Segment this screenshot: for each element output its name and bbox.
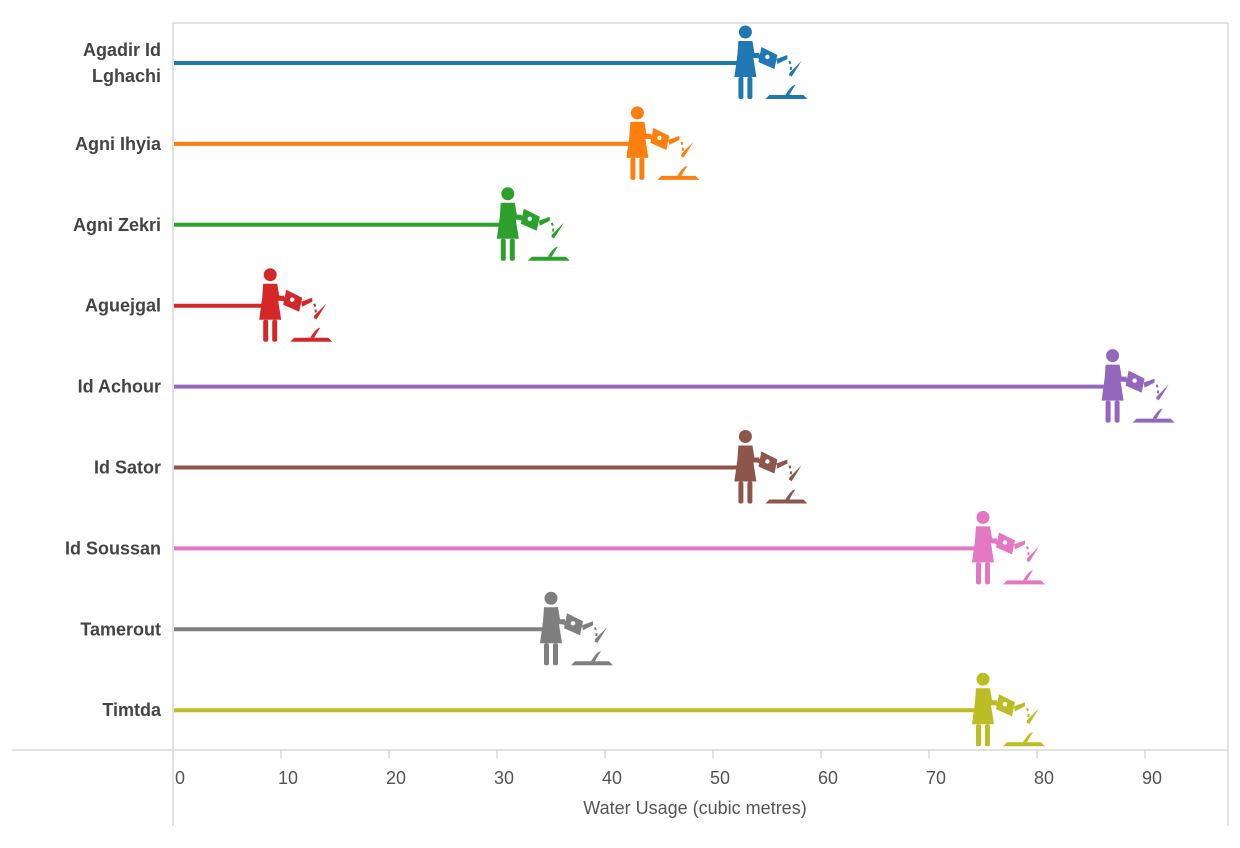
lollipop-lines	[174, 61, 1113, 713]
category-label: Agadir Id Lghachi	[83, 40, 161, 86]
x-tick-label: 90	[1142, 768, 1162, 788]
person-watering-plant-icon	[972, 510, 1045, 585]
person-watering-plant-icon	[1101, 349, 1175, 423]
category-label: Aguejgal	[85, 296, 161, 316]
pictogram-markers	[259, 25, 1175, 747]
person-watering-plant-icon	[259, 268, 333, 342]
person-watering-plant-icon	[734, 430, 808, 504]
category-label: Agni Zekri	[73, 215, 161, 235]
person-watering-plant-icon	[540, 591, 613, 666]
category-labels: Agadir Id Lghachi Agni Ihyia Agni Zekri Ague…	[65, 40, 162, 720]
x-tick-label: 70	[926, 768, 946, 788]
x-tick-label: 50	[710, 768, 730, 788]
person-watering-plant-icon	[972, 672, 1045, 747]
x-tick-label: 80	[1034, 768, 1054, 788]
category-label: Timtda	[102, 700, 162, 720]
category-label: Agni Ihyia	[75, 134, 162, 154]
x-tick-label: 30	[494, 768, 514, 788]
category-label: Id Soussan	[65, 538, 161, 558]
x-tick-label: 40	[602, 768, 622, 788]
x-tick-label: 20	[386, 768, 406, 788]
x-axis-ticks: 0 10 20 30 40 50 60 70 80 90	[172, 750, 1162, 788]
person-watering-plant-icon	[626, 106, 700, 180]
x-axis-title: Water Usage (cubic metres)	[583, 798, 806, 818]
category-label: Id Achour	[78, 377, 161, 397]
person-watering-plant-icon	[734, 25, 808, 99]
x-tick-label: 0	[175, 768, 185, 788]
category-label: Tamerout	[80, 619, 161, 639]
x-tick-label: 60	[818, 768, 838, 788]
x-tick-label: 10	[278, 768, 298, 788]
person-watering-plant-icon	[496, 187, 570, 261]
plot-frame	[12, 22, 1229, 826]
category-label: Id Sator	[94, 458, 161, 478]
